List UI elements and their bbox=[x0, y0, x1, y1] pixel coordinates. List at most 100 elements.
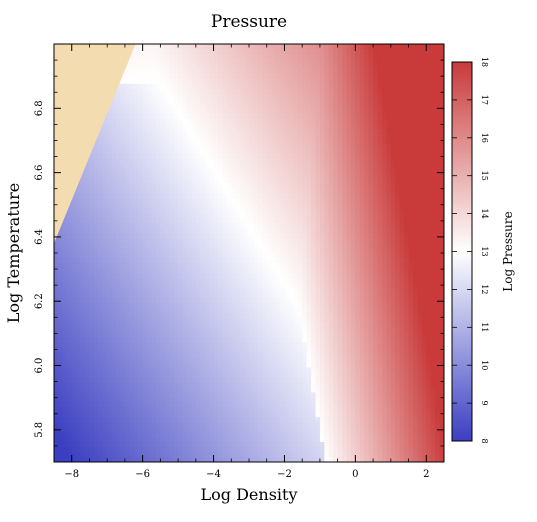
heatmap-cell bbox=[54, 452, 60, 458]
heatmap-cell bbox=[93, 238, 99, 244]
heatmap-cell bbox=[178, 357, 184, 364]
heatmap-cell bbox=[169, 322, 175, 329]
heatmap-cell bbox=[209, 312, 215, 319]
heatmap-cell bbox=[209, 422, 215, 428]
heatmap-cell bbox=[102, 228, 108, 234]
heatmap-cell bbox=[262, 387, 268, 393]
heatmap-cell bbox=[204, 392, 210, 398]
heatmap-cell bbox=[173, 307, 179, 314]
heatmap-cell bbox=[133, 178, 139, 184]
heatmap-cell bbox=[62, 277, 68, 284]
heatmap-cell bbox=[186, 302, 192, 309]
heatmap-cell bbox=[116, 238, 122, 244]
heatmap-cell bbox=[315, 138, 321, 145]
heatmap-cell bbox=[173, 148, 179, 155]
heatmap-cell bbox=[147, 103, 153, 110]
heatmap-cell bbox=[213, 103, 219, 110]
heatmap-cell bbox=[213, 432, 219, 438]
heatmap-cell bbox=[98, 307, 104, 314]
heatmap-cell bbox=[54, 437, 60, 443]
heatmap-cell bbox=[191, 148, 197, 155]
heatmap-cell bbox=[315, 173, 321, 179]
heatmap-cell bbox=[89, 392, 95, 398]
heatmap-cell bbox=[302, 183, 308, 189]
heatmap-cell bbox=[280, 312, 286, 319]
heatmap-cell bbox=[147, 322, 153, 329]
heatmap-cell bbox=[102, 223, 108, 229]
heatmap-cell bbox=[120, 417, 126, 423]
heatmap-cell bbox=[89, 372, 95, 379]
heatmap-cell bbox=[226, 228, 232, 234]
heatmap-cell bbox=[306, 128, 312, 135]
heatmap-cell bbox=[244, 183, 250, 189]
heatmap-cell bbox=[58, 292, 64, 299]
heatmap-cell bbox=[195, 63, 201, 70]
heatmap-cell bbox=[111, 392, 117, 398]
heatmap-cell bbox=[280, 432, 286, 438]
heatmap-cell bbox=[244, 452, 250, 458]
heatmap-cell bbox=[288, 392, 294, 398]
heatmap-cell bbox=[93, 372, 99, 379]
heatmap-cell bbox=[280, 143, 286, 150]
heatmap-cell bbox=[209, 233, 215, 239]
heatmap-cell bbox=[200, 133, 206, 140]
heatmap-cell bbox=[293, 382, 299, 388]
heatmap-cell bbox=[191, 397, 197, 403]
heatmap-cell bbox=[169, 128, 175, 135]
heatmap-cell bbox=[244, 272, 250, 279]
heatmap-cell bbox=[116, 173, 122, 179]
heatmap-cell bbox=[116, 158, 122, 165]
heatmap-cell bbox=[302, 317, 308, 324]
heatmap-cell bbox=[147, 233, 153, 239]
heatmap-cell bbox=[107, 203, 113, 209]
heatmap-cell bbox=[244, 153, 250, 160]
heatmap-cell bbox=[147, 108, 153, 115]
heatmap-cell bbox=[266, 78, 272, 85]
heatmap-cell bbox=[85, 253, 91, 259]
heatmap-cell bbox=[160, 367, 166, 374]
heatmap-cell bbox=[271, 297, 277, 304]
heatmap-cell bbox=[93, 322, 99, 329]
heatmap-cell bbox=[142, 78, 148, 85]
heatmap-cell bbox=[164, 93, 170, 100]
heatmap-cell bbox=[71, 218, 77, 224]
heatmap-cell bbox=[249, 168, 255, 174]
heatmap-cell bbox=[116, 203, 122, 209]
heatmap-cell bbox=[249, 208, 255, 214]
heatmap-cell bbox=[253, 93, 259, 100]
heatmap-cell bbox=[311, 397, 317, 403]
heatmap-cell bbox=[284, 108, 290, 115]
heatmap-cell bbox=[58, 452, 64, 458]
heatmap-cell bbox=[266, 44, 272, 50]
heatmap-cell bbox=[257, 108, 263, 115]
heatmap-cell bbox=[222, 78, 228, 85]
heatmap-cell bbox=[284, 238, 290, 244]
heatmap-cell bbox=[93, 422, 99, 428]
heatmap-cell bbox=[275, 108, 281, 115]
heatmap-cell bbox=[142, 262, 148, 269]
heatmap-cell bbox=[80, 457, 86, 462]
heatmap-cell bbox=[200, 73, 206, 80]
heatmap-cell bbox=[204, 357, 210, 364]
heatmap-cell bbox=[257, 327, 263, 334]
heatmap-cell bbox=[124, 307, 130, 314]
heatmap-cell bbox=[288, 53, 294, 60]
heatmap-cell bbox=[217, 48, 224, 55]
heatmap-cell bbox=[138, 362, 144, 369]
heatmap-cell bbox=[235, 158, 241, 165]
heatmap-cell bbox=[129, 367, 135, 374]
heatmap-cell bbox=[244, 342, 250, 349]
heatmap-cell bbox=[80, 267, 86, 274]
heatmap-cell bbox=[222, 287, 228, 294]
heatmap-cell bbox=[293, 432, 299, 438]
heatmap-cell bbox=[244, 73, 250, 80]
heatmap-cell bbox=[284, 68, 290, 75]
heatmap-cell bbox=[182, 208, 188, 214]
heatmap-cell bbox=[151, 83, 157, 90]
heatmap-cell bbox=[98, 337, 104, 344]
heatmap-cell bbox=[306, 342, 312, 349]
heatmap-cell bbox=[80, 272, 86, 279]
heatmap-cell bbox=[93, 457, 99, 462]
heatmap-cell bbox=[76, 352, 82, 359]
heatmap-cell bbox=[151, 248, 157, 254]
